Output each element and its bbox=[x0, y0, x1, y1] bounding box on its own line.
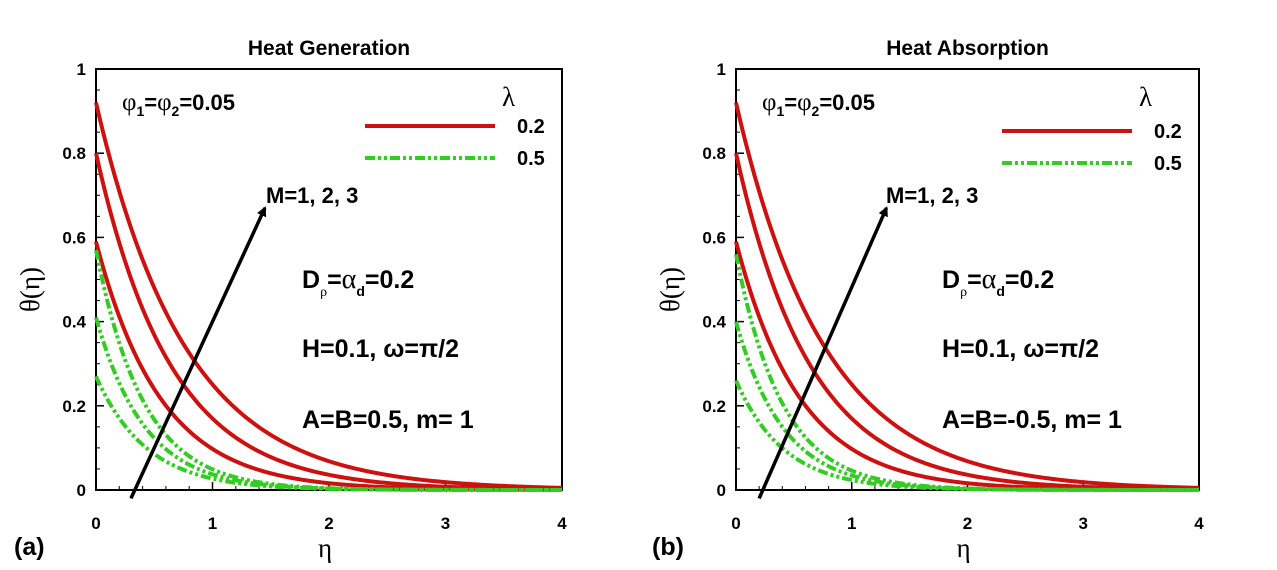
phi-value: =0.05 bbox=[179, 90, 235, 115]
phi-symbol: φ bbox=[797, 89, 811, 116]
y-tick-label: 1 bbox=[717, 60, 726, 79]
y-tick-label: 0 bbox=[717, 481, 726, 500]
trend-arrow bbox=[129, 206, 267, 500]
d-value: =0.2 bbox=[365, 266, 414, 294]
legend-title: λ bbox=[502, 82, 515, 112]
alpha-symbol: α bbox=[342, 264, 357, 295]
annotation-ab-m: A=B=-0.5, m= 1 bbox=[942, 406, 1122, 434]
x-tick-label: 0 bbox=[731, 514, 740, 533]
x-axis-label: η bbox=[318, 533, 332, 563]
d-symbol: D bbox=[302, 266, 320, 294]
y-tick-label: 0.6 bbox=[702, 228, 726, 247]
alpha-subscript: d bbox=[996, 283, 1005, 299]
d-equals: = bbox=[967, 266, 982, 294]
d-symbol: D bbox=[942, 266, 960, 294]
x-tick-label: 2 bbox=[963, 514, 972, 533]
x-tick-label: 4 bbox=[1194, 514, 1204, 533]
x-tick-label: 1 bbox=[208, 514, 217, 533]
y-tick-label: 0 bbox=[77, 481, 86, 500]
panel-label: (b) bbox=[652, 533, 684, 561]
phi-subscript: 2 bbox=[172, 103, 180, 119]
phi-symbol: φ bbox=[157, 89, 171, 116]
phi-value: =0.05 bbox=[819, 90, 875, 115]
phi-equals: = bbox=[144, 90, 157, 115]
annotation-phi: φ1=φ2=0.05 bbox=[762, 89, 875, 119]
annotation-ab-m: A=B=0.5, m= 1 bbox=[302, 406, 474, 434]
phi-subscript: 1 bbox=[776, 103, 784, 119]
x-tick-label: 3 bbox=[441, 514, 450, 533]
chart-title: Heat Absorption bbox=[886, 37, 1049, 60]
phi-subscript: 1 bbox=[136, 103, 144, 119]
chart-title: Heat Generation bbox=[248, 37, 410, 60]
d-equals: = bbox=[327, 266, 342, 294]
y-tick-label: 0.2 bbox=[62, 397, 86, 416]
rho-subscript: ρ bbox=[960, 285, 967, 300]
legend-label: 0.2 bbox=[517, 116, 545, 138]
chart-panel-a: Heat Generation 0 1 2 3 4 0 0.2 0.4 0.6 0.8 1 η θ(η) (… bbox=[14, 37, 567, 563]
y-axis-label: θ(η) bbox=[655, 267, 685, 312]
legend-label: 0.5 bbox=[1154, 153, 1182, 175]
annotation-m-values: M=1, 2, 3 bbox=[886, 183, 978, 208]
y-tick-label: 0.4 bbox=[702, 313, 726, 332]
annotation-h-omega: H=0.1, ω=π/2 bbox=[942, 335, 1099, 363]
d-value: =0.2 bbox=[1005, 266, 1054, 294]
y-tick-label: 0.4 bbox=[62, 313, 86, 332]
series-line-lambda-02-m3 bbox=[94, 102, 563, 490]
panel-label: (a) bbox=[14, 533, 45, 561]
y-tick-label: 0.6 bbox=[62, 228, 86, 247]
alpha-symbol: α bbox=[982, 264, 997, 295]
x-tick-label: 1 bbox=[847, 514, 856, 533]
trend-arrow bbox=[757, 206, 889, 500]
annotation-m-values: M=1, 2, 3 bbox=[266, 183, 358, 208]
phi-symbol: φ bbox=[122, 89, 136, 116]
y-tick-label: 0.8 bbox=[62, 144, 86, 163]
series-line-lambda-05-m2 bbox=[734, 321, 1199, 492]
annotation-d-alpha: Dρ=αd=0.2 bbox=[942, 264, 1054, 300]
y-tick-label: 1 bbox=[77, 60, 86, 79]
x-tick-label: 2 bbox=[324, 514, 333, 533]
x-tick-label: 3 bbox=[1079, 514, 1088, 533]
x-tick-label: 0 bbox=[91, 514, 100, 533]
x-axis-label: η bbox=[956, 533, 970, 563]
x-tick-label: 4 bbox=[557, 514, 567, 533]
phi-subscript: 2 bbox=[812, 103, 820, 119]
y-tick-label: 0.8 bbox=[702, 144, 726, 163]
legend-label: 0.2 bbox=[1154, 121, 1182, 143]
annotation-h-omega: H=0.1, ω=π/2 bbox=[302, 335, 459, 363]
series-line-lambda-02-m3 bbox=[734, 102, 1200, 490]
phi-equals: = bbox=[784, 90, 797, 115]
phi-symbol: φ bbox=[762, 89, 776, 116]
annotation-d-alpha: Dρ=αd=0.2 bbox=[302, 264, 414, 300]
y-tick-label: 0.2 bbox=[702, 397, 726, 416]
y-axis-label: θ(η) bbox=[15, 267, 45, 312]
legend-label: 0.5 bbox=[517, 148, 545, 170]
annotation-phi: φ1=φ2=0.05 bbox=[122, 89, 235, 119]
rho-subscript: ρ bbox=[320, 285, 327, 300]
alpha-subscript: d bbox=[356, 283, 365, 299]
legend-title: λ bbox=[1139, 82, 1152, 112]
chart-panel-b: Heat Absorption 0 1 2 3 4 0 0.2 0.4 0.6 0.8 1 η θ(η) (… bbox=[652, 37, 1204, 563]
series-line-lambda-05-m3 bbox=[94, 249, 562, 492]
series-line-lambda-05-m3 bbox=[734, 253, 1199, 492]
